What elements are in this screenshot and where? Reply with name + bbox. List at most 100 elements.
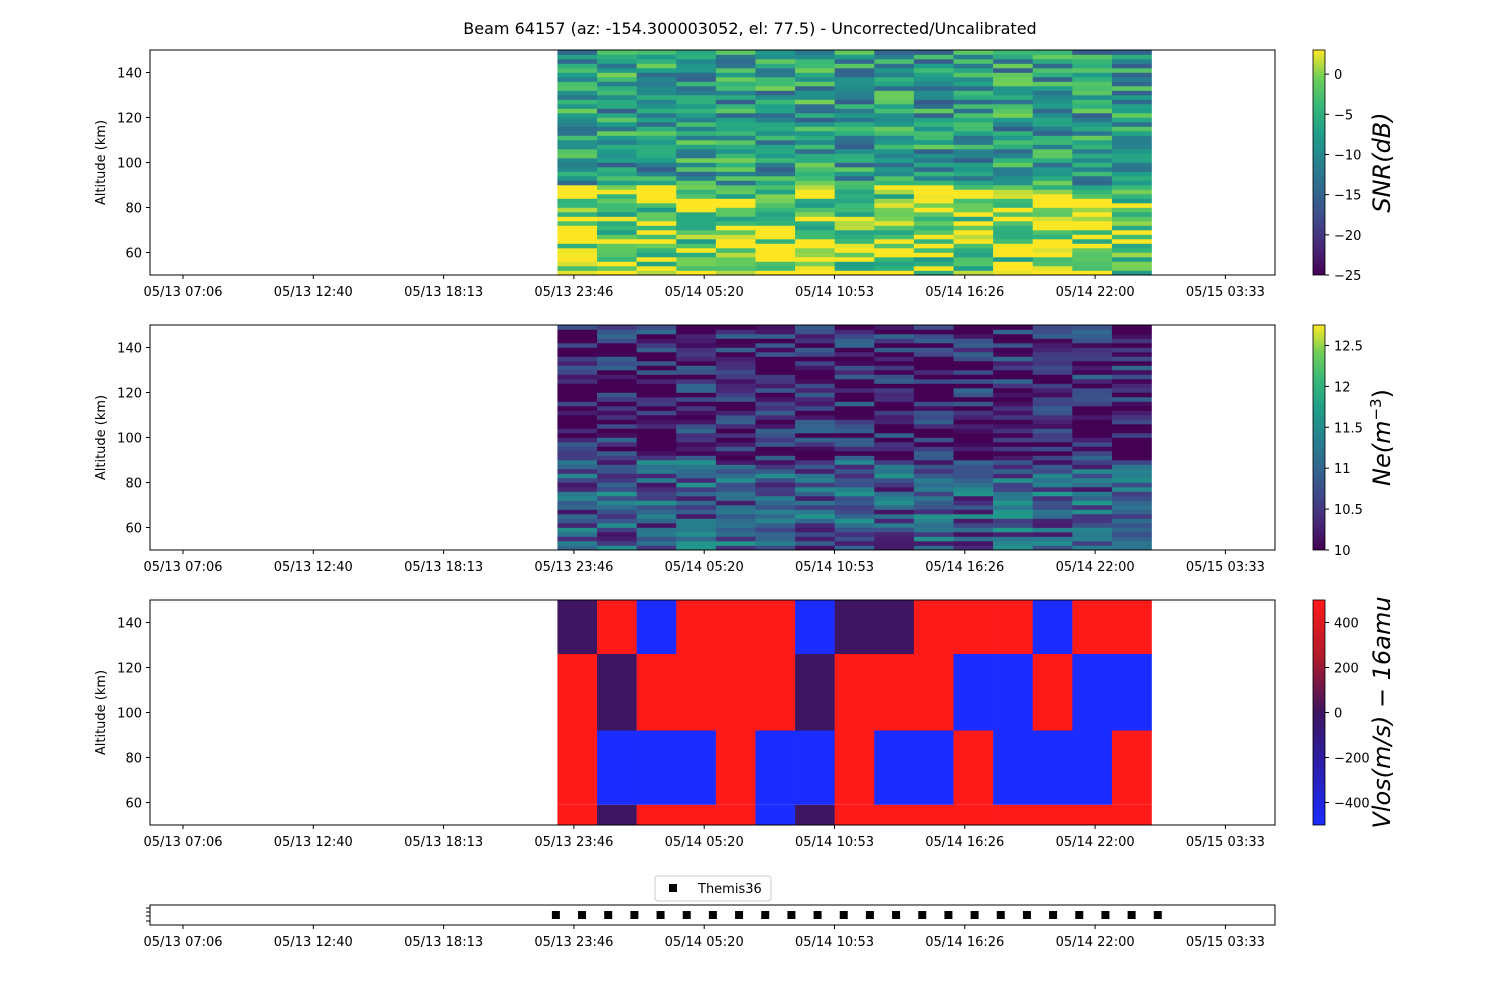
snr-cell xyxy=(597,180,637,186)
snr-cell xyxy=(874,230,915,235)
ne-cell xyxy=(755,379,796,384)
ne-cell xyxy=(676,424,717,429)
snr-cell xyxy=(953,95,994,100)
snr-cell xyxy=(795,149,835,154)
ne-cell xyxy=(715,419,756,425)
ne-cell xyxy=(1032,379,1073,384)
snr-cell xyxy=(715,81,756,87)
ne-cell xyxy=(913,365,954,371)
ne-cell xyxy=(597,464,637,470)
ne-cell xyxy=(755,401,796,407)
ne-cell xyxy=(834,415,875,420)
snr-cell xyxy=(636,162,677,168)
snr-cell xyxy=(1032,59,1073,64)
ne-cell xyxy=(636,329,677,335)
snr-cell xyxy=(953,185,994,190)
snr-cell xyxy=(715,243,756,249)
ne-cell xyxy=(597,487,637,492)
ne-cell xyxy=(795,518,835,524)
vlos-cell xyxy=(597,600,637,654)
snr-cell xyxy=(874,198,915,204)
snr-cell xyxy=(597,225,637,231)
snr-cell xyxy=(953,158,994,163)
snr-cell xyxy=(913,86,954,91)
ne-cell xyxy=(636,451,677,456)
snr-cell xyxy=(913,180,954,186)
snr-cell xyxy=(993,167,1034,172)
snr-cell xyxy=(597,122,637,127)
ne-cell xyxy=(715,374,756,380)
snr-cell xyxy=(1072,194,1113,199)
snr-cell xyxy=(715,185,756,190)
ne-cell xyxy=(1032,433,1073,438)
snr-cell xyxy=(636,140,677,145)
themis-legend: Themis36 xyxy=(654,875,772,902)
ne-cell xyxy=(874,388,915,393)
ne-cell xyxy=(1072,325,1113,330)
snr-cell xyxy=(597,243,637,249)
snr-cell xyxy=(755,203,796,208)
ne-xtick-label: 05/14 22:00 xyxy=(1056,560,1135,575)
ne-cell xyxy=(1032,347,1073,353)
ne-cell xyxy=(676,401,717,407)
snr-cell xyxy=(557,81,598,87)
ne-cell xyxy=(795,496,835,501)
snr-cell xyxy=(676,261,717,267)
vlos-cell xyxy=(993,654,1034,731)
snr-ytick-label: 60 xyxy=(125,247,142,262)
ne-cell xyxy=(1072,460,1113,465)
ne-cell xyxy=(1111,460,1152,465)
ne-cell xyxy=(676,397,717,402)
ne-cell xyxy=(636,406,677,411)
ne-cell xyxy=(1072,469,1113,474)
ne-cell xyxy=(755,397,796,402)
ne-cell xyxy=(715,352,756,357)
snr-cell xyxy=(834,59,875,64)
ne-cell xyxy=(1072,482,1113,488)
ne-cell xyxy=(1111,383,1152,389)
ne-cell xyxy=(597,482,637,488)
snr-cell xyxy=(676,194,717,199)
snr-cell xyxy=(953,77,994,82)
ne-cell xyxy=(1072,356,1113,362)
snr-cell xyxy=(597,108,637,114)
ne-cell xyxy=(676,523,717,528)
ne-cell xyxy=(834,541,875,546)
ne-xtick-label: 05/13 12:40 xyxy=(274,560,353,575)
ne-cell xyxy=(953,370,994,375)
snr-cell xyxy=(1032,68,1073,73)
ne-cell xyxy=(676,388,717,393)
vlos-cell xyxy=(1032,654,1073,731)
ne-cell xyxy=(874,334,915,339)
snr-cell xyxy=(597,90,637,96)
snr-cell xyxy=(1072,135,1113,141)
ne-cell xyxy=(953,338,994,344)
snr-cell xyxy=(874,252,915,258)
ne-cell xyxy=(636,356,677,362)
snr-cell xyxy=(1072,207,1113,213)
snr-cell xyxy=(597,149,637,154)
snr-cell xyxy=(834,140,875,145)
snr-cell xyxy=(874,225,915,231)
ne-cell xyxy=(834,442,875,447)
ne-cell xyxy=(1032,505,1073,510)
ne-cell xyxy=(993,487,1034,492)
ne-cell xyxy=(953,487,994,492)
snr-cell xyxy=(715,158,756,163)
snr-cell xyxy=(993,68,1034,73)
ne-cell xyxy=(993,523,1034,528)
snr-cell xyxy=(755,198,796,204)
ne-cell xyxy=(834,365,875,371)
snr-cell xyxy=(874,117,915,123)
snr-cell xyxy=(557,221,598,226)
ne-cell xyxy=(1072,406,1113,411)
ne-cell xyxy=(953,451,994,456)
ne-cell xyxy=(834,536,875,542)
ne-cell xyxy=(834,361,875,366)
ne-cell xyxy=(557,374,598,380)
snr-cell xyxy=(597,207,637,213)
ne-cell xyxy=(755,496,796,501)
ne-cell xyxy=(715,541,756,546)
snr-cell xyxy=(557,104,598,109)
